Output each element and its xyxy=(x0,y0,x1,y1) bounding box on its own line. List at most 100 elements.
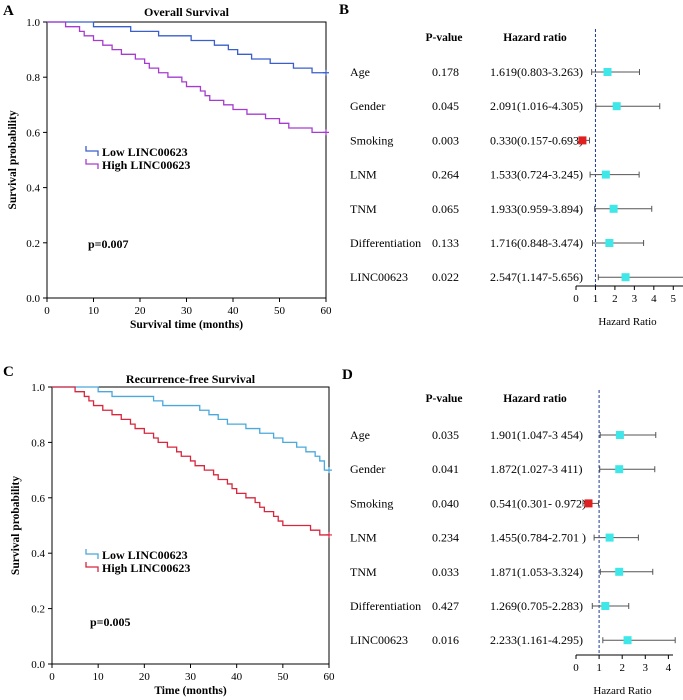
x-tick-label: 10 xyxy=(88,305,100,317)
y-tick-label: 1.0 xyxy=(26,17,40,29)
y-tick-label: 0.0 xyxy=(26,293,40,305)
panel-letter: D xyxy=(342,367,353,383)
panel-letter: B xyxy=(339,2,349,18)
row-pvalue: 0.264 xyxy=(432,168,459,182)
legend-swatch xyxy=(85,159,99,169)
x-tick-label: 30 xyxy=(181,305,193,317)
x-tick-label: 60 xyxy=(321,305,333,317)
hr-marker xyxy=(623,636,632,645)
row-hazard-ratio: 1.933(0.959-3.894) xyxy=(490,202,583,216)
hr-marker xyxy=(609,204,618,213)
row-label: Gender xyxy=(350,462,385,476)
x-tick-label: 30 xyxy=(185,671,197,683)
legend-label: High LINC00623 xyxy=(102,561,190,575)
row-hazard-ratio: 0.541(0.301- 0.972) xyxy=(490,496,586,510)
row-label: TNM xyxy=(350,565,377,579)
hr-marker xyxy=(601,170,610,179)
hr-marker xyxy=(621,273,630,282)
x-tick-label: 40 xyxy=(228,305,240,317)
row-hazard-ratio: 0.330(0.157-0.693) xyxy=(490,133,583,147)
chart-title: Overall Survival xyxy=(144,5,230,19)
x-axis-label: Survival time (months) xyxy=(130,319,243,331)
x-tick-label: 0 xyxy=(44,305,50,317)
y-tick-label: 0.4 xyxy=(31,548,45,560)
row-pvalue: 0.178 xyxy=(432,65,459,79)
row-label: LNM xyxy=(350,168,377,182)
x-tick-label: 0 xyxy=(49,671,55,683)
row-hazard-ratio: 2.091(1.016-4.305) xyxy=(490,99,583,113)
x-tick-label: 2 xyxy=(619,662,625,674)
row-hazard-ratio: 1.269(0.705-2.283) xyxy=(490,599,583,613)
x-tick-label: 0 xyxy=(573,662,579,674)
row-hazard-ratio: 1.533(0.724-3.245) xyxy=(490,168,583,182)
row-label: LNM xyxy=(350,531,377,545)
row-pvalue: 0.035 xyxy=(432,428,459,442)
row-pvalue: 0.133 xyxy=(432,236,459,250)
row-pvalue: 0.427 xyxy=(432,599,459,613)
row-hazard-ratio: 2.233(1.161-4.295) xyxy=(490,633,583,647)
row-label: LINC00623 xyxy=(350,270,408,284)
hr-marker xyxy=(601,602,610,610)
row-label: Smoking xyxy=(350,496,393,510)
x-tick-label: 0 xyxy=(573,293,579,305)
row-pvalue: 0.016 xyxy=(432,633,459,647)
column-header-pvalue: P-value xyxy=(425,32,462,44)
row-hazard-ratio: 2.547(1.147-5.656) xyxy=(490,270,583,284)
legend-label: High LINC00623 xyxy=(102,158,190,172)
row-label: TNM xyxy=(350,202,377,216)
x-tick-label: 20 xyxy=(139,671,151,683)
row-pvalue: 0.065 xyxy=(432,202,459,216)
row-pvalue: 0.040 xyxy=(432,496,459,510)
censor-mark xyxy=(323,69,329,76)
p-value-annotation: p=0.005 xyxy=(90,615,131,629)
x-tick-label: 5 xyxy=(671,293,677,305)
column-header-pvalue: P-value xyxy=(425,393,462,405)
p-value-annotation: p=0.007 xyxy=(88,237,129,251)
legend-label: Low LINC00623 xyxy=(102,145,188,159)
x-tick-label: 4 xyxy=(666,662,672,674)
hr-marker xyxy=(612,102,621,111)
row-hazard-ratio: 1.871(1.053-3.324) xyxy=(490,565,583,579)
x-tick-label: 3 xyxy=(643,662,649,674)
y-tick-label: 0.0 xyxy=(31,659,45,671)
km-curve-high xyxy=(52,386,329,536)
y-tick-label: 0.4 xyxy=(26,183,40,195)
row-pvalue: 0.041 xyxy=(432,462,459,476)
y-tick-label: 0.2 xyxy=(31,604,45,616)
legend-swatch xyxy=(85,562,99,572)
censor-mark xyxy=(326,467,332,474)
row-label: Smoking xyxy=(350,133,393,147)
panel-letter: A xyxy=(3,3,14,19)
row-label: Age xyxy=(350,65,370,79)
row-hazard-ratio: 1.716(0.848-3.474) xyxy=(490,236,583,250)
y-axis-label: Survival probability xyxy=(7,110,19,209)
row-hazard-ratio: 1.619(0.803-3.263) xyxy=(490,65,583,79)
x-axis-label: Hazard Ratio xyxy=(593,685,652,697)
x-tick-label: 1 xyxy=(596,662,602,674)
chart-title: Recurrence-free Survival xyxy=(126,372,256,386)
panel-letter: C xyxy=(3,364,14,380)
hr-marker xyxy=(584,499,593,508)
panel-b-forest-plot: B P-value Hazard ratio Age 0.178 1.619(0.803-… xyxy=(339,2,683,328)
x-tick-label: 1 xyxy=(593,293,599,305)
x-tick-label: 2 xyxy=(612,293,618,305)
hr-marker xyxy=(603,68,612,76)
y-tick-label: 1.0 xyxy=(31,382,45,394)
panel-c-km-plot: C Recurrence-free Survival 0 10 20 30 40 50 60 0.… xyxy=(3,364,335,697)
hr-marker xyxy=(615,465,624,474)
censor-mark xyxy=(323,129,329,136)
row-pvalue: 0.033 xyxy=(432,565,459,579)
x-tick-label: 60 xyxy=(324,671,336,683)
row-label: Differentiation xyxy=(350,599,421,613)
hr-marker xyxy=(615,431,624,439)
column-header-hazard-ratio: Hazard ratio xyxy=(503,32,567,44)
legend-swatch xyxy=(85,549,99,559)
row-hazard-ratio: 1.455(0.784-2.701 ) xyxy=(490,531,586,545)
x-tick-label: 50 xyxy=(274,305,286,317)
x-tick-label: 40 xyxy=(231,671,243,683)
panel-d-forest-plot: D P-value Hazard ratio Age 0.035 1.901(1.047-… xyxy=(342,367,676,697)
x-tick-label: 20 xyxy=(135,305,147,317)
hr-marker xyxy=(605,533,614,542)
legend-label: Low LINC00623 xyxy=(102,548,188,562)
